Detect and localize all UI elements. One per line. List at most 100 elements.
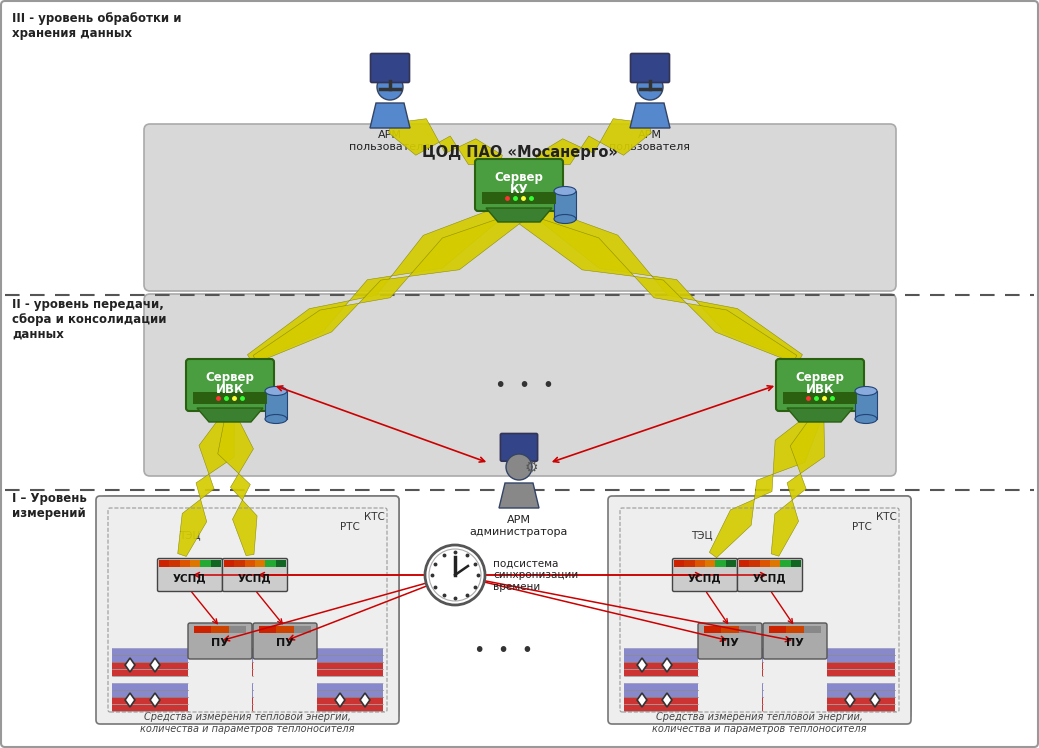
Polygon shape: [630, 103, 670, 128]
FancyBboxPatch shape: [501, 434, 537, 462]
Bar: [704, 626, 721, 633]
Bar: [715, 560, 725, 567]
Text: УСПД: УСПД: [753, 573, 787, 583]
Polygon shape: [486, 208, 552, 222]
Bar: [749, 560, 760, 567]
Polygon shape: [247, 206, 507, 364]
FancyBboxPatch shape: [186, 359, 274, 411]
Bar: [780, 560, 791, 567]
Bar: [787, 626, 804, 633]
FancyBboxPatch shape: [672, 559, 738, 592]
Polygon shape: [845, 693, 855, 707]
Bar: [275, 560, 286, 567]
Polygon shape: [218, 411, 257, 556]
Bar: [211, 626, 229, 633]
Polygon shape: [536, 119, 651, 165]
FancyBboxPatch shape: [475, 159, 563, 211]
Text: Сервер: Сервер: [206, 370, 255, 384]
Bar: [244, 560, 255, 567]
Polygon shape: [254, 209, 529, 363]
FancyBboxPatch shape: [144, 124, 896, 291]
Bar: [255, 560, 265, 567]
Text: ⚙: ⚙: [525, 459, 538, 474]
FancyBboxPatch shape: [101, 496, 399, 719]
Bar: [739, 626, 756, 633]
Text: РТС: РТС: [340, 522, 359, 532]
Bar: [783, 392, 857, 404]
Bar: [554, 191, 576, 219]
Circle shape: [425, 545, 485, 605]
Text: Средства измерения тепловой энергии,
количества и параметров теплоносителя: Средства измерения тепловой энергии, кол…: [140, 712, 354, 734]
Circle shape: [377, 74, 403, 100]
FancyBboxPatch shape: [96, 496, 399, 724]
Polygon shape: [787, 408, 853, 422]
Polygon shape: [125, 693, 135, 707]
Bar: [276, 626, 294, 633]
Circle shape: [429, 549, 481, 601]
Text: Сервер: Сервер: [796, 370, 845, 384]
FancyBboxPatch shape: [106, 496, 399, 714]
FancyBboxPatch shape: [144, 294, 896, 476]
Bar: [211, 560, 221, 567]
FancyBboxPatch shape: [631, 54, 669, 82]
Polygon shape: [662, 693, 672, 707]
Text: ПУ: ПУ: [276, 638, 294, 648]
Bar: [169, 560, 180, 567]
Bar: [265, 560, 275, 567]
FancyBboxPatch shape: [763, 623, 827, 659]
Text: ПУ: ПУ: [721, 638, 739, 648]
FancyBboxPatch shape: [111, 496, 399, 709]
Polygon shape: [197, 408, 263, 422]
Bar: [760, 560, 770, 567]
Bar: [193, 392, 267, 404]
Text: •  •  •: • • •: [496, 375, 555, 394]
Polygon shape: [662, 658, 672, 672]
Polygon shape: [710, 408, 824, 558]
FancyBboxPatch shape: [188, 623, 252, 659]
Text: ТЭЦ: ТЭЦ: [691, 530, 713, 540]
Text: III - уровень обработки и
хранения данных: III - уровень обработки и хранения данны…: [12, 12, 182, 40]
Text: АРМ
пользователя: АРМ пользователя: [349, 130, 430, 152]
Bar: [674, 560, 685, 567]
Bar: [705, 560, 715, 567]
Bar: [190, 560, 201, 567]
Ellipse shape: [265, 387, 287, 396]
Circle shape: [637, 74, 663, 100]
Bar: [791, 560, 801, 567]
Bar: [180, 560, 190, 567]
Bar: [294, 626, 311, 633]
Ellipse shape: [554, 215, 576, 224]
Ellipse shape: [855, 414, 877, 423]
Bar: [695, 560, 705, 567]
Ellipse shape: [855, 387, 877, 396]
Bar: [721, 626, 739, 633]
Polygon shape: [509, 209, 797, 363]
Polygon shape: [336, 693, 345, 707]
Text: ПУ: ПУ: [787, 638, 804, 648]
Bar: [739, 560, 749, 567]
Text: •  •  •: • • •: [474, 640, 533, 660]
Bar: [855, 391, 877, 419]
Bar: [235, 560, 244, 567]
Text: УСПД: УСПД: [688, 573, 722, 583]
FancyBboxPatch shape: [371, 54, 409, 82]
Bar: [265, 391, 287, 419]
Text: КТС: КТС: [364, 512, 385, 522]
FancyBboxPatch shape: [222, 559, 288, 592]
Bar: [194, 626, 211, 633]
Text: КТС: КТС: [876, 512, 897, 522]
FancyBboxPatch shape: [776, 359, 864, 411]
FancyBboxPatch shape: [623, 496, 911, 709]
Polygon shape: [150, 693, 160, 707]
Bar: [770, 560, 780, 567]
FancyBboxPatch shape: [698, 623, 762, 659]
Circle shape: [506, 454, 532, 480]
Bar: [229, 626, 246, 633]
FancyBboxPatch shape: [254, 623, 317, 659]
Text: ИВК: ИВК: [216, 382, 244, 396]
Bar: [725, 560, 736, 567]
Polygon shape: [771, 410, 825, 557]
Bar: [685, 560, 695, 567]
Text: I – Уровень
измерений: I – Уровень измерений: [12, 492, 87, 520]
Text: ТЭЦ: ТЭЦ: [180, 530, 201, 540]
